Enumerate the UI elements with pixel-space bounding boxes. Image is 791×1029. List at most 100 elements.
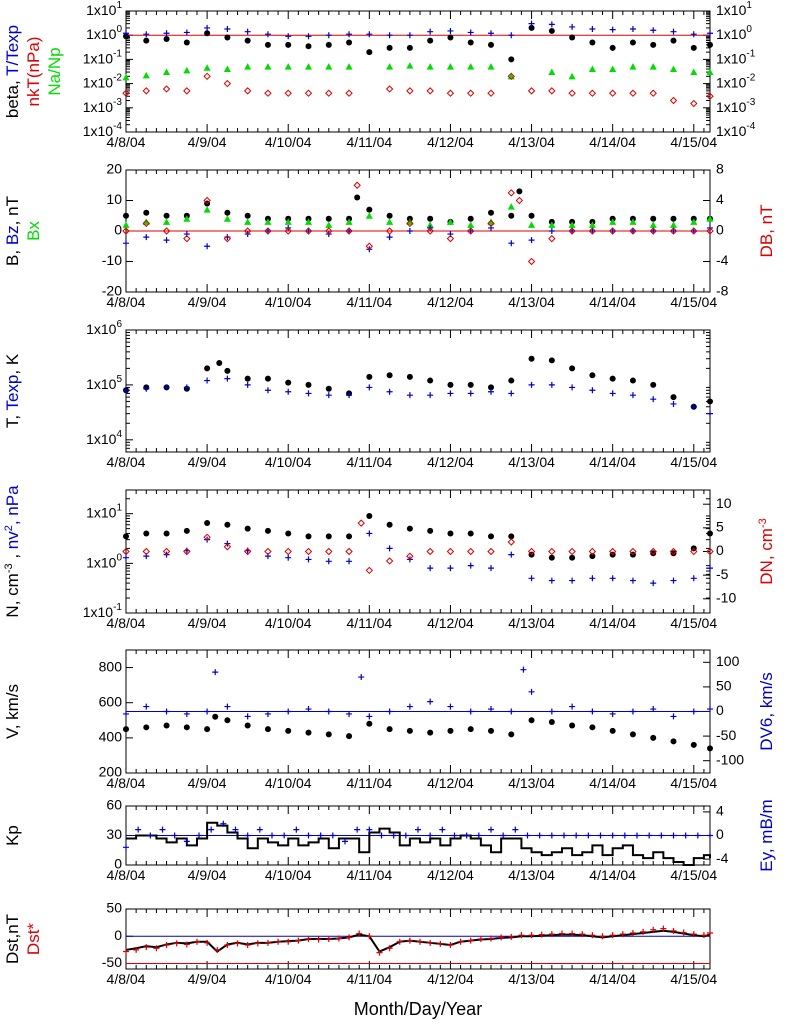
- data-point: [467, 215, 474, 222]
- data-point: [163, 35, 170, 42]
- data-point: [427, 832, 434, 839]
- data-point: [512, 826, 519, 833]
- y-tick-label: 1x10-1: [83, 602, 123, 620]
- data-point: [670, 738, 677, 745]
- data-point: [386, 521, 393, 528]
- data-point: [335, 935, 342, 942]
- data-point: [386, 32, 393, 39]
- data-point: [447, 727, 454, 734]
- y2-axis-label: DN, cm-3: [757, 518, 776, 584]
- data-point: [524, 832, 531, 839]
- data-point: [426, 63, 434, 70]
- data-point: [285, 938, 292, 945]
- data-point: [548, 554, 555, 561]
- data-point: [487, 547, 495, 556]
- data-point: [406, 703, 413, 710]
- y2-tick-label: 1x10-3: [716, 97, 756, 115]
- data-point: [224, 209, 231, 216]
- x-tick-label: 4/9/04: [188, 775, 227, 791]
- data-point: [204, 365, 211, 372]
- x-tick-label: 4/13/04: [508, 134, 555, 150]
- data-point: [123, 33, 129, 40]
- data-point: [629, 577, 636, 584]
- data-point: [406, 373, 413, 380]
- y-tick-label: 1x10-1: [83, 49, 123, 67]
- data-point: [295, 937, 302, 944]
- data-point: [244, 722, 251, 729]
- data-point: [366, 512, 373, 519]
- plot-frame: [125, 329, 711, 453]
- y2-axis-label-part: -3: [757, 518, 769, 528]
- data-point: [223, 543, 232, 551]
- data-point: [264, 228, 271, 234]
- data-point: [183, 66, 191, 74]
- data-point: [406, 218, 414, 225]
- data-point: [528, 212, 535, 219]
- x-tick-label: 4/8/04: [107, 775, 146, 791]
- data-point: [670, 400, 677, 407]
- y2-tick-label: -5: [716, 566, 729, 582]
- data-point: [135, 826, 142, 833]
- y2-axis-label: DB, nT: [757, 205, 776, 258]
- data-point: [629, 377, 636, 384]
- data-point: [538, 931, 545, 938]
- data-point: [243, 227, 252, 235]
- data-point: [264, 227, 272, 235]
- data-point: [325, 558, 332, 565]
- data-point: [488, 388, 494, 395]
- data-point: [579, 931, 586, 938]
- data-point: [356, 930, 363, 937]
- data-point: [467, 63, 475, 70]
- y-tick-label: -10: [102, 252, 122, 268]
- data-point: [527, 87, 536, 95]
- data-point: [406, 62, 414, 69]
- data-point: [707, 832, 713, 839]
- data-point: [528, 575, 535, 582]
- data-point: [669, 96, 678, 105]
- y-tick-label: 1x106: [86, 319, 122, 337]
- data-point: [406, 32, 413, 39]
- data-point: [346, 934, 353, 941]
- data-point: [122, 89, 130, 97]
- x-tick-label: 4/10/04: [265, 134, 312, 150]
- data-point: [346, 710, 353, 717]
- data-point: [163, 212, 170, 219]
- y-tick-label: 30: [106, 826, 122, 842]
- data-point: [690, 741, 697, 748]
- data-point: [345, 63, 353, 70]
- data-point: [507, 538, 515, 546]
- data-point: [305, 706, 312, 713]
- data-point: [264, 710, 271, 717]
- data-point: [706, 92, 714, 100]
- y2-tick-label: -50: [716, 727, 736, 743]
- data-point: [264, 89, 272, 97]
- x-tick-label: 4/8/04: [107, 454, 146, 470]
- data-point: [690, 44, 697, 51]
- data-point: [163, 708, 170, 715]
- x-tick-label: 4/10/04: [265, 454, 312, 470]
- data-point: [536, 832, 543, 839]
- data-point: [447, 565, 454, 572]
- y-tick-label: 200: [99, 764, 123, 780]
- data-point: [285, 727, 292, 734]
- data-point: [488, 565, 494, 572]
- data-point: [569, 930, 576, 937]
- data-point: [143, 724, 150, 731]
- data-point: [629, 392, 636, 399]
- data-point: [589, 372, 596, 379]
- data-point: [548, 221, 556, 228]
- data-point: [467, 221, 475, 228]
- data-point: [223, 215, 231, 222]
- x-tick-label: 4/10/04: [265, 775, 312, 791]
- data-point: [475, 832, 482, 839]
- x-tick-label: 4/14/04: [589, 615, 636, 631]
- data-point: [447, 34, 454, 41]
- data-point: [385, 227, 394, 235]
- data-point: [670, 832, 677, 839]
- data-point: [183, 39, 190, 46]
- y-tick-label: 1x10-3: [83, 97, 123, 115]
- data-point: [447, 942, 454, 948]
- data-point: [629, 708, 636, 715]
- series-1: [123, 820, 713, 851]
